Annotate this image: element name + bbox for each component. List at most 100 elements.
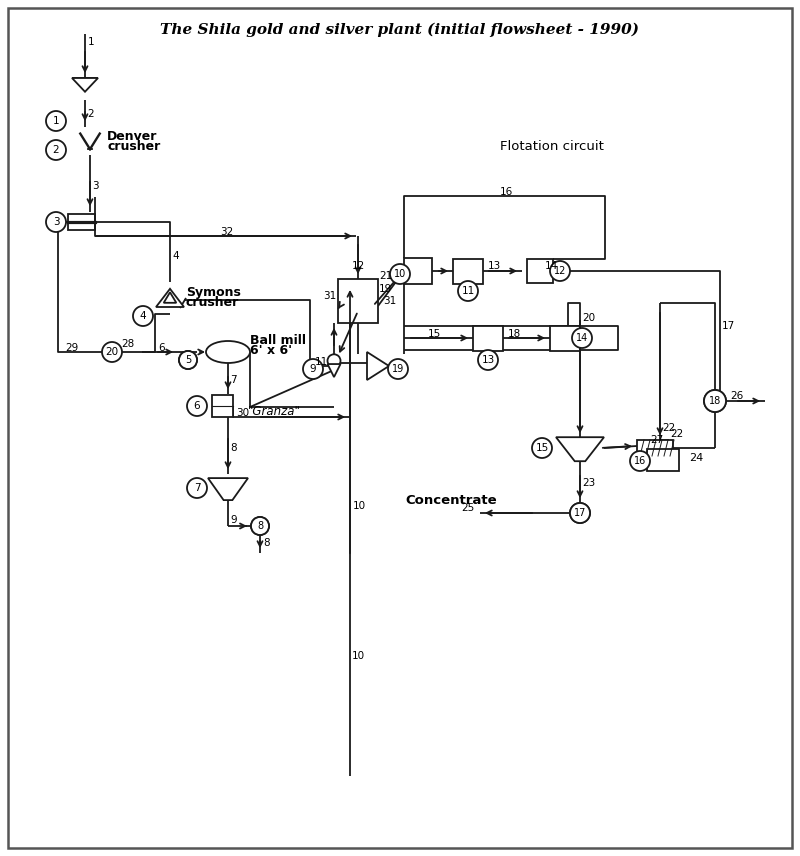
Polygon shape [164, 292, 176, 303]
Circle shape [572, 328, 592, 348]
Polygon shape [156, 288, 184, 307]
Polygon shape [367, 352, 389, 380]
Text: 27: 27 [650, 435, 663, 445]
Text: 2: 2 [87, 109, 94, 119]
Text: 8: 8 [230, 443, 237, 453]
Text: 22: 22 [670, 429, 683, 439]
Text: Symons: Symons [186, 286, 241, 299]
Polygon shape [208, 479, 248, 500]
Circle shape [704, 390, 726, 412]
FancyBboxPatch shape [550, 325, 580, 350]
Polygon shape [212, 395, 233, 417]
Text: 10: 10 [353, 501, 366, 511]
Text: Flotation circuit: Flotation circuit [500, 140, 604, 152]
Text: 17: 17 [722, 321, 735, 331]
Text: 18: 18 [709, 396, 721, 406]
Text: Concentrate: Concentrate [405, 494, 497, 507]
Text: 9: 9 [310, 364, 316, 374]
Text: 16: 16 [634, 456, 646, 466]
Text: 23: 23 [582, 478, 595, 488]
Text: 10: 10 [394, 269, 406, 279]
Text: 14: 14 [545, 261, 558, 271]
Circle shape [102, 342, 122, 362]
Text: 7: 7 [194, 483, 200, 493]
Text: 28: 28 [121, 339, 134, 349]
Text: 19: 19 [378, 284, 392, 294]
Circle shape [46, 111, 66, 131]
Circle shape [303, 359, 323, 379]
FancyBboxPatch shape [404, 258, 432, 284]
Text: 10: 10 [352, 651, 365, 661]
Circle shape [388, 359, 408, 379]
Text: 17: 17 [574, 508, 586, 518]
Circle shape [550, 261, 570, 281]
Text: 13: 13 [488, 261, 502, 271]
Polygon shape [556, 437, 604, 461]
Circle shape [570, 503, 590, 523]
FancyBboxPatch shape [637, 440, 673, 456]
Text: 26: 26 [730, 391, 743, 401]
Text: 32: 32 [220, 227, 234, 237]
Text: 5: 5 [185, 355, 191, 365]
FancyBboxPatch shape [8, 8, 792, 848]
FancyBboxPatch shape [338, 279, 378, 323]
Text: 6: 6 [194, 401, 200, 411]
Text: 24: 24 [689, 453, 703, 463]
Circle shape [327, 354, 341, 367]
Text: 31: 31 [383, 296, 396, 306]
Circle shape [532, 438, 552, 458]
Text: 1: 1 [53, 116, 59, 126]
Circle shape [46, 212, 66, 232]
Text: 12: 12 [351, 261, 365, 271]
Text: 6: 6 [158, 343, 165, 353]
Circle shape [704, 390, 726, 412]
Text: 16: 16 [500, 187, 514, 197]
Text: 12: 12 [554, 266, 566, 276]
FancyBboxPatch shape [473, 325, 503, 350]
Text: 15: 15 [535, 443, 549, 453]
Circle shape [179, 351, 197, 369]
Text: Ball mill: Ball mill [250, 334, 306, 347]
Text: 2: 2 [53, 145, 59, 155]
Circle shape [390, 264, 410, 284]
Circle shape [251, 517, 269, 535]
Polygon shape [72, 78, 98, 92]
Text: 8: 8 [263, 538, 270, 548]
Text: crusher: crusher [107, 140, 160, 152]
Text: 3: 3 [92, 181, 98, 191]
Text: 1: 1 [88, 37, 94, 47]
Text: 14: 14 [576, 333, 588, 343]
Text: 9: 9 [230, 515, 237, 525]
Text: 6' x 6': 6' x 6' [250, 343, 292, 356]
Text: 21: 21 [378, 271, 392, 281]
Text: 25: 25 [462, 503, 475, 513]
Text: 4: 4 [140, 311, 146, 321]
Text: 29: 29 [65, 343, 78, 353]
Text: Denver: Denver [107, 129, 158, 142]
Circle shape [46, 140, 66, 160]
Text: 7: 7 [230, 375, 237, 385]
Text: 31: 31 [322, 291, 336, 301]
Text: 8: 8 [257, 521, 263, 531]
Text: 19: 19 [392, 364, 404, 374]
Text: 18: 18 [508, 329, 522, 339]
FancyBboxPatch shape [527, 259, 553, 283]
Circle shape [251, 517, 269, 535]
Circle shape [458, 281, 478, 301]
FancyBboxPatch shape [453, 259, 483, 283]
Text: 11: 11 [315, 357, 328, 367]
Text: 20: 20 [582, 313, 595, 323]
Text: 4: 4 [172, 251, 178, 261]
FancyBboxPatch shape [647, 449, 679, 471]
Circle shape [570, 503, 590, 523]
Text: 30: 30 [236, 408, 249, 418]
Circle shape [187, 478, 207, 498]
Circle shape [179, 351, 197, 369]
Text: 15: 15 [428, 329, 442, 339]
Text: 13: 13 [482, 355, 494, 365]
Ellipse shape [206, 341, 250, 363]
Text: 22: 22 [662, 423, 675, 433]
Circle shape [187, 396, 207, 416]
Text: crusher: crusher [186, 295, 239, 308]
Polygon shape [68, 214, 95, 230]
